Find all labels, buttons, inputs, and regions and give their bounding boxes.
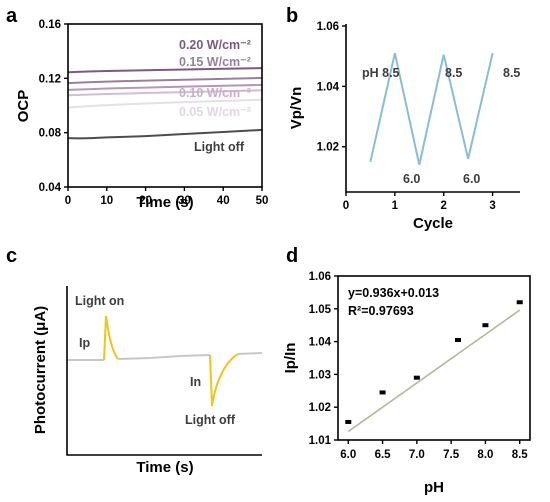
panel-a-ytick-label-0: 0.04 [39,182,62,194]
panel-d-fit-line [347,309,521,433]
panel-a-xtick-label-1: 10 [100,195,113,207]
panel-b-annot-3: 8.5 [503,66,520,80]
panel-b-ticks: 0 1 2 3 1.02 1.04 1.06 [317,21,496,212]
panel-b-ytick-label-2: 1.06 [317,21,339,33]
panel-d-xtick-label-0: 6.0 [340,449,356,461]
panel-a-frame [67,23,263,188]
panel-d-ytick-label-0: 1.01 [309,435,332,447]
panel-b-series-line-0 [369,52,494,166]
panel-b-ylabel: Vp/Vn [288,87,305,130]
panel-a-legend-light-off: Light off [194,140,245,154]
panel-c-baseline-middle [117,354,211,360]
panel-a-xlabel: Time (s) [136,194,193,211]
panel-d: 6.0 6.5 7.0 7.5 8.0 8.5 1.01 1.02 1.03 1.04 1.05 1.… [282,271,531,496]
panel-d-xtick-label-1: 6.5 [375,449,392,461]
panel-a-series-line-4 [67,98,263,109]
panel-b-axes [345,24,520,193]
panel-b-xlabel: Cycle [413,215,453,232]
panel-a-xtick-label-4: 40 [217,195,230,207]
panel-a-ytick-label-1: 0.08 [39,128,62,140]
panel-a-legend-010: 0.10 W/cm⁻² [179,86,251,100]
panel-label-d: d [286,245,298,267]
panel-d-xtick-label-3: 7.5 [443,449,460,461]
panel-a-series-line-2 [67,83,263,91]
panel-c-ylabel: Photocurrent (μA) [32,306,49,434]
panel-d-r2: R²=0.97693 [348,304,414,318]
panel-d-ylabel: Ip/In [282,343,299,374]
panel-d-ytick-label-1: 1.02 [309,402,331,414]
panel-d-xlabel: pH [424,479,444,496]
panel-a-xtick-label-0: 0 [65,195,71,207]
panel-a: 0 10 20 30 40 500.040.080.120.16 0.20 W/cm⁻² … [15,19,268,211]
panel-d-xtick-label-4: 8.0 [477,449,493,461]
panel-b-ytick-label-1: 1.04 [317,81,340,93]
panel-c-annot-in: In [190,375,201,389]
panel-c-axes [66,286,262,456]
panel-b: 0 1 2 31.021.041.06 pH 8.5 8.5 8.5 6.0 6.0 … [288,21,520,232]
panel-b-xtick-label-2: 2 [441,200,447,212]
panel-d-fit [347,309,521,433]
panel-a-ytick-label-2: 0.12 [39,73,61,85]
panel-c-baseline-right [237,352,263,355]
panel-b-annot-5: 6.0 [463,172,480,186]
panel-b-xtick-label-0: 0 [343,200,349,212]
panel-d-xtick-label-5: 8.5 [512,449,529,461]
panel-b-ytick-label-0: 1.02 [317,142,339,154]
panel-d-point-4 [482,323,489,328]
panel-c: Light on Ip In Light off Time (s) Photoc… [32,286,263,476]
panel-b-annot-1: pH 8.5 [362,66,400,80]
panel-c-xlabel: Time (s) [136,459,193,476]
panel-c-annot-light-off: Light off [185,413,236,427]
panel-d-equation: y=0.936x+0.013 [348,286,439,300]
panel-d-xtick-label-2: 7.0 [409,449,425,461]
panel-a-ylabel: OCP [15,90,32,123]
panel-d-points [345,300,523,424]
panel-a-xtick-label-5: 50 [256,195,269,207]
panel-d-point-5 [516,300,523,305]
panel-label-b: b [286,5,298,27]
panel-d-point-3 [455,337,461,342]
panel-a-series-line-3 [67,89,263,97]
panel-a-xtick-label-3: 30 [178,195,191,207]
panel-d-ticks: 6.0 6.5 7.0 7.5 8.0 8.5 1.01 1.02 1.03 1.04 1.05 1.… [309,271,529,461]
panel-a-series-line-5 [67,128,263,140]
panel-d-ytick-label-5: 1.06 [309,271,331,283]
panel-a-ticks: 0 10 20 30 40 50 0.04 0.08 0.12 0.16 [39,19,269,207]
panel-a-ytick-label-3: 0.16 [39,19,61,31]
panel-b-xtick-label-3: 3 [489,200,495,212]
panel-a-series-line-0 [67,67,263,74]
panel-d-ytick-label-2: 1.03 [309,369,331,381]
panel-a-legend-015: 0.15 W/cm⁻² [179,55,251,69]
panel-a-xtick-label-2: 20 [139,195,152,207]
panel-c-light-off-spike [209,353,239,407]
panel-d-point-2 [413,375,420,380]
panel-b-annot-2: 8.5 [445,66,462,80]
panel-label-c: c [6,245,17,267]
panel-b-xtick-label-1: 1 [392,200,399,212]
panel-a-legend-020: 0.20 W/cm⁻² [179,38,251,52]
panel-a-legend-005: 0.05 W/cm⁻² [179,105,251,119]
panel-a-series [67,67,263,140]
panel-d-ytick-label-4: 1.05 [309,304,332,316]
panel-b-series [369,52,494,166]
panel-a-series-line-1 [67,76,263,85]
panel-c-annot-light-on: Light on [75,294,124,308]
panel-label-a: a [6,5,18,27]
panel-b-annot-4: 6.0 [403,172,420,186]
panel-d-point-1 [379,390,386,395]
panel-c-annot-ip: Ip [79,336,90,350]
panel-c-light-on-spike [103,315,119,361]
panel-d-frame [337,275,531,441]
panel-d-ytick-label-3: 1.04 [309,337,332,349]
panel-d-point-0 [345,419,352,424]
